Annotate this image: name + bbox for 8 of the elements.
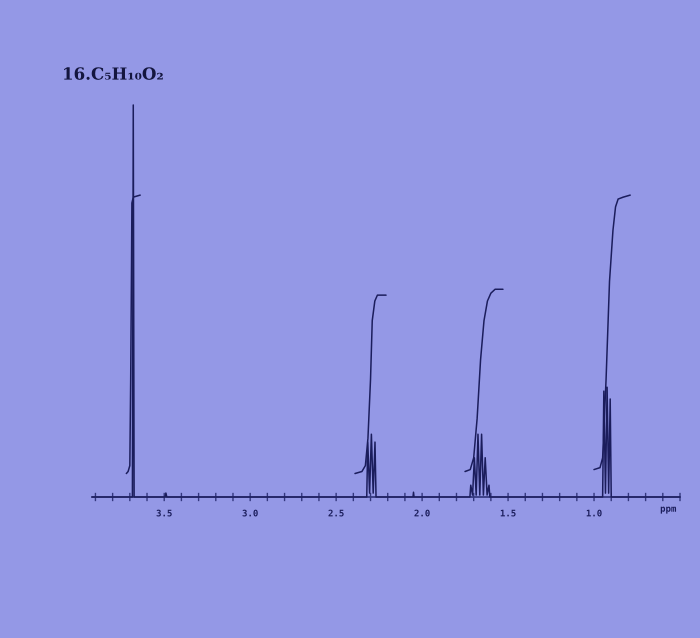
x-tick-label: 1.5 <box>500 510 516 516</box>
chart-title: 16.C₅H₁₀O₂ <box>64 67 163 80</box>
x-tick-label: 2.0 <box>414 510 430 516</box>
x-tick-label: 2.5 <box>328 510 344 516</box>
x-tick-label: 1.0 <box>586 510 602 516</box>
x-tick-label: 3.5 <box>156 510 172 516</box>
x-axis-title: ppm <box>660 506 676 514</box>
x-tick-label: 3.0 <box>242 510 258 516</box>
